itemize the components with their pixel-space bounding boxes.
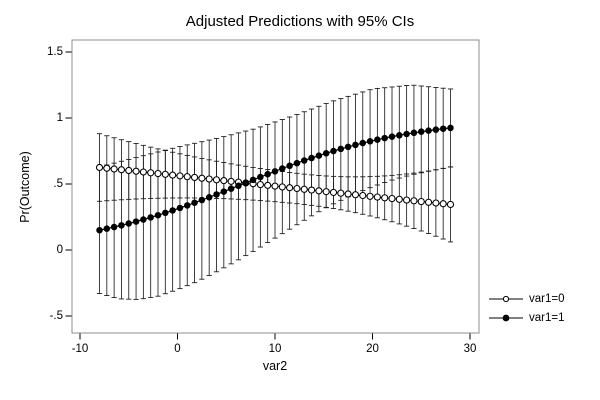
- legend: var1=0 var1=1: [488, 289, 564, 327]
- y-tick-label: 0: [56, 244, 63, 256]
- y-tick-marks: [65, 51, 72, 317]
- legend-marker-open-circle-icon: [489, 295, 523, 302]
- series-markers-var1-1: [96, 124, 454, 234]
- y-tick-label: .5: [53, 178, 63, 190]
- x-tick-label: -10: [71, 343, 89, 355]
- legend-item: var1=0: [488, 289, 564, 308]
- chart-title: Adjusted Predictions with 95% CIs: [185, 13, 415, 30]
- y-tick-label: 1.5: [47, 46, 63, 58]
- plot-frame: [71, 39, 480, 334]
- legend-label: var1=0: [529, 292, 565, 305]
- x-axis-label: var2: [262, 359, 288, 373]
- y-tick-label: -.5: [49, 310, 63, 322]
- legend-marker-filled-circle-icon: [489, 314, 523, 321]
- x-tick-label: 0: [174, 343, 181, 355]
- x-tick-label: 30: [463, 343, 477, 355]
- x-tick-marks: [79, 333, 471, 340]
- x-tick-label: 10: [268, 343, 282, 355]
- x-tick-label: 20: [366, 343, 379, 355]
- legend-label: var1=1: [529, 311, 565, 324]
- y-tick-label: 1: [56, 112, 63, 124]
- legend-item: var1=1: [488, 308, 564, 327]
